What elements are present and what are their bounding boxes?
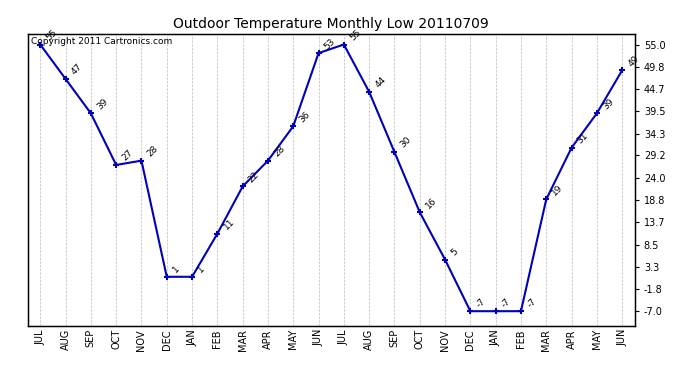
Text: -7: -7	[525, 296, 538, 309]
Text: 55: 55	[348, 28, 362, 42]
Text: 47: 47	[70, 62, 84, 77]
Text: 39: 39	[95, 97, 110, 111]
Text: -7: -7	[500, 296, 513, 309]
Text: -7: -7	[475, 296, 487, 309]
Text: 11: 11	[221, 217, 236, 232]
Text: 31: 31	[575, 131, 590, 146]
Text: 30: 30	[399, 135, 413, 150]
Title: Outdoor Temperature Monthly Low 20110709: Outdoor Temperature Monthly Low 20110709	[173, 17, 489, 31]
Text: 5: 5	[449, 247, 460, 257]
Text: 36: 36	[297, 110, 312, 124]
Text: 39: 39	[601, 97, 615, 111]
Text: 28: 28	[146, 144, 160, 159]
Text: 53: 53	[323, 36, 337, 51]
Text: 16: 16	[424, 196, 438, 210]
Text: 19: 19	[551, 183, 565, 197]
Text: 44: 44	[373, 75, 388, 90]
Text: 1: 1	[196, 264, 206, 274]
Text: 49: 49	[627, 54, 641, 68]
Text: 27: 27	[120, 148, 135, 163]
Text: 55: 55	[44, 28, 59, 42]
Text: 1: 1	[171, 264, 181, 274]
Text: Copyright 2011 Cartronics.com: Copyright 2011 Cartronics.com	[30, 37, 172, 46]
Text: 28: 28	[272, 144, 286, 159]
Text: 22: 22	[247, 170, 261, 184]
